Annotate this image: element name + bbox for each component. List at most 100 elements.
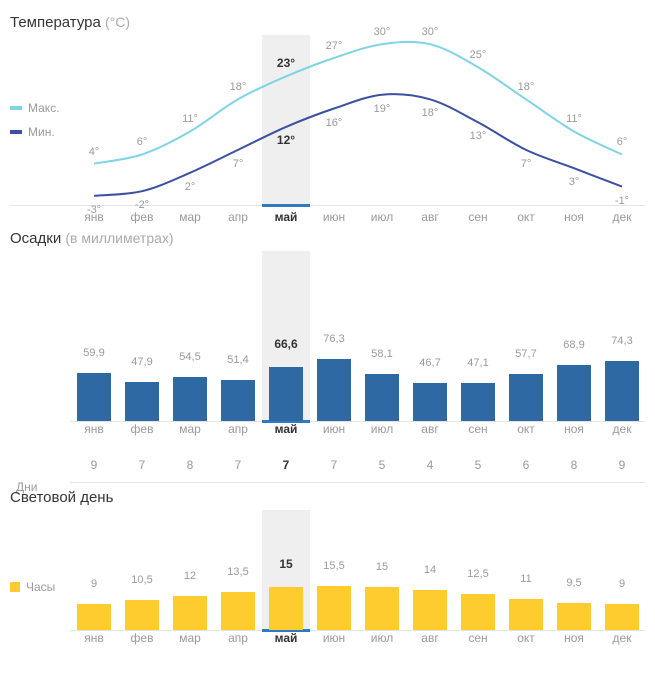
temperature-chart: Макс. Мин. 4°6°11°18°23°27°30°30°25°18°1… [10,35,645,206]
bar-label: 68,9 [563,339,584,351]
temp-min-label: 19° [374,103,391,115]
precipitation-months-axis: янвфевмарапрмайиюниюлавгсеноктноядек [70,422,645,436]
month-label: окт [502,422,550,436]
temperature-months-axis: янвфевмарапрмайиюниюлавгсеноктноядек [70,210,645,224]
temperature-unit: (°C) [105,14,130,30]
precip-days-value: 7 [118,458,166,472]
temp-max-label: 30° [374,26,391,38]
precipitation-chart: 59,947,954,551,466,676,358,146,747,157,7… [70,251,645,422]
month-label: сен [454,631,502,645]
temp-max-label: 4° [89,146,100,158]
precip-days-value: 8 [166,458,214,472]
precipitation-unit: (в миллиметрах) [65,230,173,246]
bar [173,377,207,421]
bar-label: 74,3 [611,335,632,347]
month-label: мар [166,422,214,436]
month-label: дек [598,631,646,645]
precip-days-value: 6 [502,458,550,472]
precipitation-title: Осадки (в миллиметрах) [10,230,645,247]
month-label: мар [166,631,214,645]
temperature-title-text: Температура [10,14,101,31]
max-line [94,42,622,164]
bar-label: 51,4 [227,354,248,366]
temperature-section: Температура (°C) Макс. Мин. 4°6°11°18°23… [10,14,645,224]
bar [221,380,255,422]
precipitation-section: Осадки (в миллиметрах) 59,9 47,9 54,5 51,4 6… [10,230,645,483]
bar-label: 46,7 [419,357,440,369]
bar-label: 11 [520,573,531,585]
daylight-legend-swatch [10,582,20,592]
month-label: июн [310,631,358,645]
month-label: июл [358,210,406,224]
month-label: июл [358,422,406,436]
month-label: окт [502,210,550,224]
legend-min: Мин. [10,125,60,139]
bar-label: 9 [91,578,97,590]
bar [221,592,255,630]
temp-min-label: 2° [185,181,196,193]
bar-label: 47,9 [131,356,152,368]
precip-days-value: 7 [214,458,262,472]
month-label: июл [358,631,406,645]
temp-min-label: 18° [422,107,439,119]
precip-days-value: 9 [598,458,646,472]
bar-label: 54,5 [179,351,200,363]
bar [365,587,399,630]
bar-label: 15,5 [323,560,344,572]
temp-max-label: 30° [422,26,439,38]
bar [173,596,207,630]
daylight-title: Световой день [10,489,645,506]
temp-max-label: 27° [326,40,343,52]
month-label: окт [502,631,550,645]
bar [605,604,639,630]
precip-days-value: 7 [262,458,310,472]
temp-max-label: 23° [277,56,295,70]
bar-label: 13,5 [227,566,248,578]
bar-label: 57,7 [515,348,536,360]
legend-max-label: Макс. [28,101,60,115]
month-label: авг [406,631,454,645]
bar [77,373,111,421]
month-label: май [262,422,310,436]
precipitation-title-text: Осадки [10,230,61,247]
precip-days-value: 4 [406,458,454,472]
month-label: июн [310,210,358,224]
legend-max: Макс. [10,101,60,115]
bar-label: 10,5 [131,574,152,586]
month-label: фев [118,422,166,436]
temp-min-label: 7° [233,158,244,170]
precipitation-days-row: 978777545689 [70,458,645,483]
month-label: фев [118,210,166,224]
bar-label: 12 [184,570,196,582]
precip-days-value: 9 [70,458,118,472]
month-label: июн [310,422,358,436]
temp-max-label: 11° [566,113,582,125]
bar-label: 14 [424,564,436,576]
bar [509,599,543,630]
bar-label: 58,1 [371,348,392,360]
temp-max-label: 11° [182,113,198,125]
month-label: май [262,631,310,645]
month-label: фев [118,631,166,645]
precip-days-value: 8 [550,458,598,472]
bar [317,586,351,630]
bar [509,374,543,421]
month-label: ноя [550,422,598,436]
bar-label: 59,9 [83,347,104,359]
legend-min-swatch [10,130,22,134]
temp-min-label: 13° [470,130,487,142]
month-label: дек [598,210,646,224]
bar [365,374,399,421]
month-label: сен [454,422,502,436]
daylight-title-text: Световой день [10,489,113,506]
bar [77,604,111,630]
temp-min-label: 3° [569,176,580,188]
month-label: сен [454,210,502,224]
daylight-legend: Часы [10,580,55,594]
bar-label: 15 [279,557,292,571]
bar [125,382,159,421]
temp-min-label: 16° [326,117,343,129]
temperature-lines [70,35,646,205]
bar [557,365,591,421]
month-label: авг [406,422,454,436]
